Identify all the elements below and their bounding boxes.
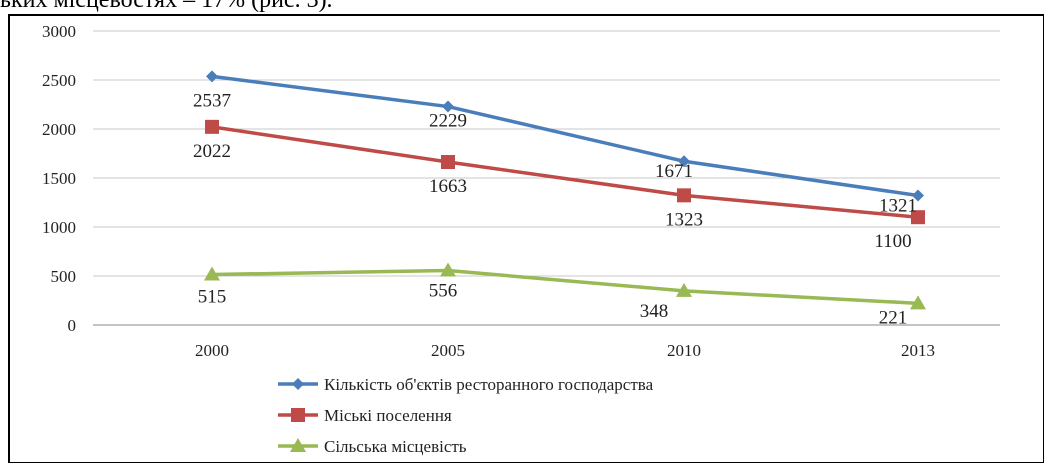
data-point [678,155,690,168]
legend-label: Кількість об'єктів ресторанного господар… [324,375,654,394]
y-tick-label: 500 [51,267,77,286]
x-tick-label: 2005 [431,341,465,360]
legend-marker [291,408,305,422]
legend-label: Міські поселення [324,406,452,425]
series-group [204,70,926,310]
data-label: 556 [429,281,458,302]
data-point [911,210,925,225]
y-tick-label: 1000 [42,218,76,237]
data-point [676,282,692,297]
series-line [211,125,919,219]
y-axis: 0 500 1000 1500 2000 2500 3000 [42,22,76,335]
data-label: 1100 [874,231,911,252]
data-point [205,119,219,134]
gridlines [93,30,1000,326]
data-label: 2022 [193,141,231,162]
data-label: 1321 [879,196,917,217]
data-label: 2537 [193,90,231,111]
y-tick-label: 3000 [42,22,76,41]
data-point [440,262,456,277]
data-label: 2229 [429,111,467,132]
data-point [442,100,454,113]
legend: Кількість об'єктів ресторанного господар… [278,375,654,456]
data-point [910,295,926,310]
series-line [211,74,919,198]
chart-frame [8,14,1044,463]
x-tick-label: 2000 [195,341,229,360]
x-tick-label: 2013 [901,341,935,360]
data-label: 1663 [429,176,467,197]
y-tick-label: 1500 [42,169,76,188]
data-labels: 2537 2229 1671 1321 2022 1663 1323 1100 515 556 34… [193,90,917,328]
y-tick-label: 2000 [42,120,76,139]
data-point [912,189,924,202]
legend-label: Сільська місцевість [324,437,467,456]
data-label: 1323 [665,209,703,230]
data-point [206,70,218,83]
caption-text-fragment: ьких місцевостях – 17% (рис. 3). [0,0,333,13]
data-point [204,266,220,281]
x-tick-label: 2010 [667,341,701,360]
legend-marker [290,438,306,452]
x-axis: 2000 2005 2010 2013 [195,341,935,360]
data-label: 515 [198,287,227,308]
y-tick-label: 2500 [42,71,76,90]
data-label: 348 [640,301,669,322]
data-point [441,155,455,170]
data-point [677,188,691,203]
data-label: 1671 [655,161,693,182]
y-tick-label: 0 [68,316,77,335]
data-label: 221 [879,307,908,328]
legend-marker [292,378,304,390]
series-line [211,268,919,306]
